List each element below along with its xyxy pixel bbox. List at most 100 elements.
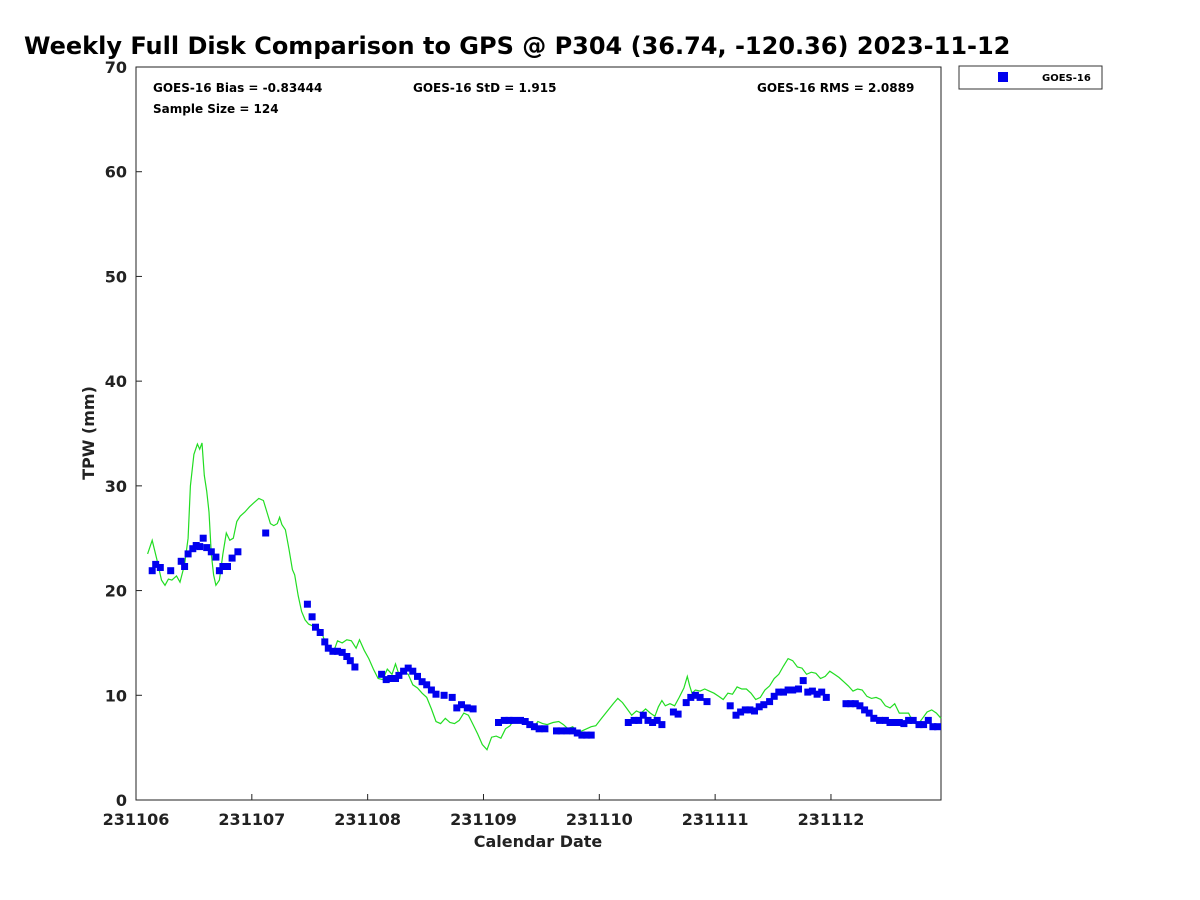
goes16-point — [346, 657, 354, 665]
goes16-point — [234, 548, 242, 556]
goes16-point — [495, 719, 502, 726]
goes16-point — [804, 688, 812, 696]
rms-stat: GOES-16 RMS = 2.0889 — [757, 81, 914, 95]
goes16-point — [583, 731, 591, 739]
goes16-point — [895, 719, 903, 726]
goes16-point — [177, 557, 185, 565]
goes16-point — [789, 686, 797, 694]
y-tick-label: 70 — [105, 58, 127, 77]
series-layer — [147, 442, 942, 751]
goes16-point — [635, 716, 643, 724]
goes16-point — [148, 567, 156, 575]
goes16-point — [900, 720, 908, 728]
goes16-point — [876, 716, 884, 724]
goes16-point — [587, 731, 595, 739]
goes16-point — [541, 725, 549, 733]
goes16-point — [856, 702, 864, 710]
goes16-point — [395, 671, 403, 679]
goes16-point — [732, 711, 740, 719]
goes16-point — [199, 534, 207, 542]
goes16-point — [780, 688, 787, 696]
goes16-point — [321, 638, 329, 646]
goes16-point — [726, 702, 734, 710]
goes16-point — [861, 706, 869, 714]
y-axis: 0 10 20 30 40 50 60 70 — [105, 58, 142, 810]
goes16-point — [563, 727, 571, 735]
x-axis-label: Calendar Date — [474, 832, 603, 851]
goes16-point — [463, 704, 471, 712]
goes16-point — [920, 721, 928, 729]
goes16-point — [316, 629, 324, 636]
goes16-point — [427, 686, 435, 694]
sample-size-stat: Sample Size = 124 — [153, 102, 279, 116]
goes16-point — [308, 613, 316, 621]
y-tick-label: 40 — [105, 372, 127, 391]
y-tick-label: 0 — [116, 791, 127, 810]
goes16-point — [387, 675, 395, 682]
goes16-point — [569, 727, 577, 735]
goes16-point — [535, 725, 543, 733]
legend-box — [958, 65, 1103, 90]
goes16-point — [674, 710, 682, 718]
goes16-point — [453, 704, 461, 712]
goes16-point — [224, 563, 231, 570]
goes16-point — [865, 709, 873, 717]
goes16-point — [382, 676, 390, 684]
x-tick-label: 231109 — [450, 810, 517, 829]
goes16-point — [578, 731, 586, 739]
goes16-point — [687, 693, 695, 701]
goes16-point — [440, 691, 448, 699]
goes16-point — [691, 691, 699, 699]
goes16-point — [378, 670, 386, 678]
goes16-point — [905, 716, 913, 724]
goes16-point — [458, 701, 465, 709]
x-tick-label: 231108 — [334, 810, 401, 829]
goes16-point — [822, 693, 830, 701]
goes16-point — [784, 686, 792, 694]
goes16-point — [818, 688, 826, 696]
goes16-point — [167, 567, 175, 575]
goes16-point — [915, 721, 923, 729]
goes16-point — [530, 723, 538, 731]
goes16-point — [334, 647, 341, 655]
y-tick-label: 30 — [105, 477, 127, 496]
goes16-point — [929, 723, 937, 731]
goes16-point — [400, 667, 408, 675]
goes16-point — [795, 685, 802, 693]
y-tick-label: 50 — [105, 267, 127, 286]
goes16-point — [228, 554, 236, 562]
x-axis: 231106 231107 231108 231109 231110 231111 2311… — [103, 794, 864, 829]
goes16-point — [649, 719, 657, 726]
goes16-point — [682, 699, 690, 707]
goes16-point — [351, 663, 359, 671]
goes16-point — [510, 716, 518, 724]
goes16-point — [766, 698, 774, 706]
goes16-point — [212, 553, 220, 561]
goes16-point — [324, 644, 332, 652]
goes16-point — [658, 721, 666, 729]
goes16-point — [156, 564, 164, 571]
goes16-point — [669, 708, 677, 716]
goes16-point — [432, 690, 440, 698]
goes16-point — [639, 711, 647, 719]
goes16-point — [870, 714, 878, 722]
goes16-point — [312, 623, 319, 631]
y-tick-label: 20 — [105, 582, 127, 601]
legend-marker-goes16 — [998, 72, 1008, 82]
y-axis-label: TPW (mm) — [79, 386, 98, 480]
goes16-point — [808, 687, 816, 695]
chart-title: Weekly Full Disk Comparison to GPS @ P30… — [24, 32, 1010, 60]
goes16-point — [847, 700, 855, 708]
legend-label-goes16: GOES-16 — [1042, 73, 1091, 84]
goes16-point — [329, 647, 337, 655]
goes16-point — [215, 567, 223, 575]
bias-stat: GOES-16 Bias = -0.83444 — [153, 81, 322, 95]
goes16-point — [343, 653, 351, 660]
goes16-point — [755, 703, 763, 711]
legend: GOES-16 — [958, 65, 1103, 90]
goes16-point — [404, 664, 412, 672]
goes16-point — [196, 543, 204, 551]
goes16-point — [203, 544, 211, 552]
goes16-point — [553, 727, 560, 735]
